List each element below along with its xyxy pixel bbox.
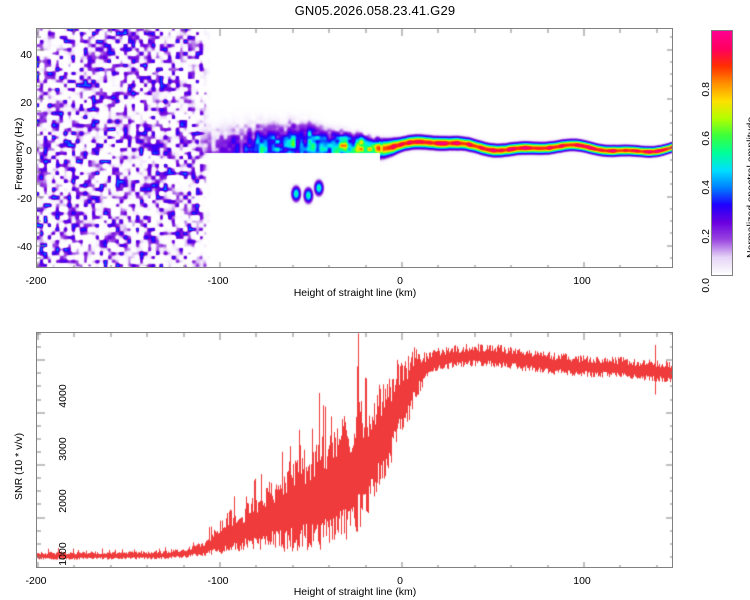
spectrogram-ytick-4: 40: [20, 49, 32, 61]
spectrogram-canvas: [37, 29, 672, 267]
spectrogram-x-axis-label: Height of straight line (km): [293, 287, 417, 299]
colorbar-tick-0: 0.0: [700, 278, 712, 293]
snr-ytick-2: 3000: [57, 437, 69, 461]
spectrogram-ytick-0: -40: [16, 241, 32, 253]
spectrogram-xtick-3: 100: [573, 275, 591, 287]
colorbar-tick-2: 0.4: [700, 180, 712, 195]
spectrogram-xtick-2: 0: [397, 275, 403, 287]
spectrogram-ytick-3: 20: [20, 97, 32, 109]
snr-panel: [36, 332, 673, 568]
colorbar-gradient: [712, 31, 732, 275]
colorbar-tick-4: 0.8: [700, 82, 712, 97]
spectrogram-ytick-2: 0: [26, 145, 32, 157]
snr-xtick-2: 0: [397, 575, 403, 587]
snr-xtick-3: 100: [573, 575, 591, 587]
colorbar-tick-1: 0.2: [700, 229, 712, 244]
colorbar: [711, 30, 733, 276]
snr-xtick-0: -200: [25, 575, 47, 587]
snr-ytick-1: 2000: [57, 489, 69, 513]
spectrogram-panel: [36, 28, 673, 268]
colorbar-label: Normalized spectral amplitude: [745, 116, 750, 258]
snr-y-axis-label: SNR (10 * v/v): [13, 432, 25, 500]
snr-ytick-3: 4000: [57, 384, 69, 408]
colorbar-tick-3: 0.6: [700, 131, 712, 146]
snr-xtick-1: -100: [207, 575, 229, 587]
spectrogram-xtick-0: -200: [25, 275, 47, 287]
spectrogram-xtick-1: -100: [207, 275, 229, 287]
snr-canvas: [37, 333, 672, 567]
page-title: GN05.2026.058.23.41.G29: [294, 3, 456, 18]
spectrogram-ytick-1: -20: [16, 193, 32, 205]
snr-x-axis-label: Height of straight line (km): [293, 586, 417, 598]
